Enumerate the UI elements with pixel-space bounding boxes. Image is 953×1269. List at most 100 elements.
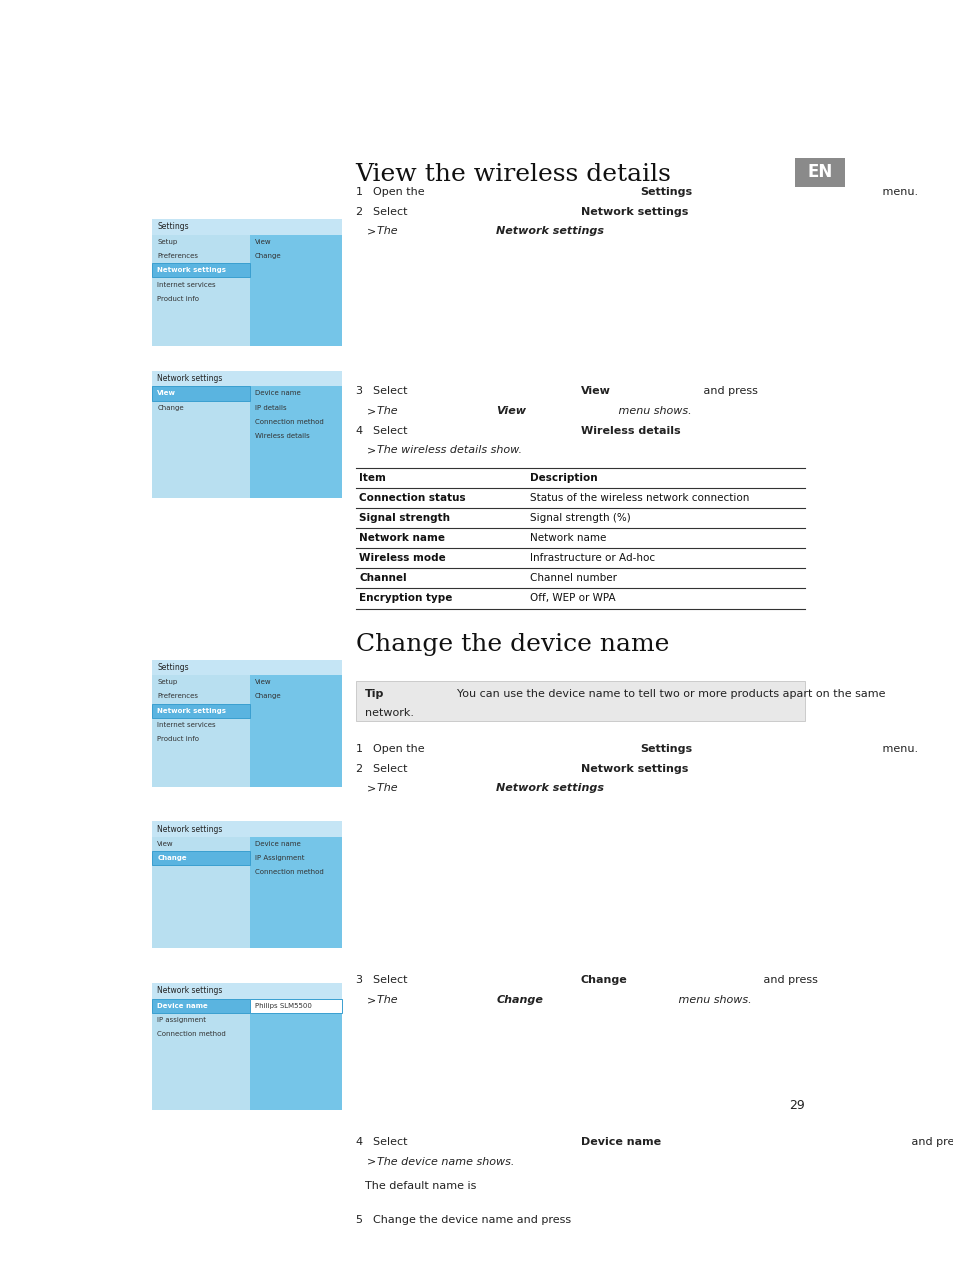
Text: 1: 1 bbox=[355, 187, 362, 197]
Text: Philips SLM5500: Philips SLM5500 bbox=[254, 1003, 312, 1009]
Text: Signal strength: Signal strength bbox=[359, 514, 450, 523]
Text: Description: Description bbox=[530, 473, 597, 483]
Text: 2: 2 bbox=[355, 207, 362, 217]
Text: Open the: Open the bbox=[373, 187, 427, 197]
Bar bbox=[250, 675, 341, 787]
Text: Product info: Product info bbox=[157, 736, 199, 742]
Text: Change: Change bbox=[496, 995, 542, 1005]
Text: EN: EN bbox=[807, 164, 832, 181]
Text: network.: network. bbox=[365, 708, 414, 718]
Text: IP assignment: IP assignment bbox=[157, 1016, 206, 1023]
Text: Change the device name: Change the device name bbox=[355, 633, 668, 656]
Bar bbox=[152, 220, 341, 346]
Text: menu shows.: menu shows. bbox=[615, 406, 691, 416]
Bar bbox=[152, 660, 341, 675]
Text: 3: 3 bbox=[355, 976, 362, 986]
Text: Open the: Open the bbox=[373, 744, 427, 754]
Text: The: The bbox=[377, 995, 401, 1005]
Text: Network settings: Network settings bbox=[157, 825, 222, 834]
Text: Tip: Tip bbox=[365, 689, 384, 699]
Text: Connection status: Connection status bbox=[359, 494, 466, 504]
Text: The: The bbox=[377, 783, 401, 793]
Text: and press: and press bbox=[907, 1137, 953, 1147]
Text: Setup: Setup bbox=[157, 239, 177, 245]
Bar bbox=[152, 263, 250, 278]
Bar bbox=[152, 821, 341, 948]
Bar bbox=[355, 681, 804, 721]
Text: 4: 4 bbox=[355, 1137, 362, 1147]
Text: You can use the device name to tell two or more products apart on the same: You can use the device name to tell two … bbox=[456, 689, 885, 699]
Text: IP Assignment: IP Assignment bbox=[254, 855, 304, 862]
Text: Network name: Network name bbox=[359, 533, 445, 543]
Text: Change: Change bbox=[157, 855, 187, 862]
Text: menu.: menu. bbox=[878, 744, 917, 754]
Text: Preferences: Preferences bbox=[157, 693, 198, 699]
Text: Internet services: Internet services bbox=[157, 282, 215, 288]
Text: View: View bbox=[254, 679, 272, 685]
Text: View the wireless details: View the wireless details bbox=[355, 162, 671, 187]
Text: Setup: Setup bbox=[157, 679, 177, 685]
Bar bbox=[152, 851, 250, 865]
Bar bbox=[152, 220, 341, 235]
Text: >: > bbox=[367, 1157, 376, 1166]
Bar bbox=[152, 983, 341, 1110]
Text: The: The bbox=[377, 406, 401, 416]
Text: Connection method: Connection method bbox=[254, 419, 323, 425]
Text: Encryption type: Encryption type bbox=[359, 594, 453, 604]
Text: Signal strength (%): Signal strength (%) bbox=[530, 514, 630, 523]
Text: The device name shows.: The device name shows. bbox=[377, 1157, 515, 1166]
Text: The wireless details show.: The wireless details show. bbox=[377, 445, 522, 456]
Bar bbox=[152, 386, 250, 401]
Bar bbox=[250, 999, 341, 1110]
Text: View: View bbox=[254, 239, 272, 245]
Bar bbox=[152, 821, 341, 836]
Text: Network name: Network name bbox=[530, 533, 606, 543]
Text: Settings: Settings bbox=[639, 187, 692, 197]
Text: Change: Change bbox=[157, 405, 184, 411]
Text: Change: Change bbox=[254, 253, 281, 259]
Text: View: View bbox=[496, 406, 526, 416]
Text: 5: 5 bbox=[355, 1216, 362, 1226]
Text: >: > bbox=[367, 783, 376, 793]
Text: Change: Change bbox=[580, 976, 627, 986]
Text: View: View bbox=[580, 386, 610, 396]
Text: Network settings: Network settings bbox=[580, 207, 688, 217]
Text: Device name: Device name bbox=[254, 391, 300, 396]
Text: Settings: Settings bbox=[157, 662, 189, 671]
Text: Network settings: Network settings bbox=[157, 986, 222, 995]
Text: Channel: Channel bbox=[359, 574, 407, 584]
Text: menu shows.: menu shows. bbox=[674, 995, 751, 1005]
Text: 2: 2 bbox=[355, 764, 362, 774]
Text: >: > bbox=[367, 406, 376, 416]
Bar bbox=[250, 386, 341, 497]
Bar bbox=[152, 999, 250, 1013]
Text: The: The bbox=[377, 226, 401, 236]
Text: Select: Select bbox=[373, 207, 410, 217]
Text: 29: 29 bbox=[788, 1099, 804, 1113]
Text: Device name: Device name bbox=[254, 841, 300, 846]
Text: Network settings: Network settings bbox=[496, 226, 604, 236]
Text: Select: Select bbox=[373, 1137, 410, 1147]
Text: Wireless mode: Wireless mode bbox=[359, 553, 446, 563]
Bar bbox=[152, 983, 341, 999]
Bar bbox=[152, 660, 341, 787]
Text: View: View bbox=[157, 391, 176, 396]
Text: Change the device name and press: Change the device name and press bbox=[373, 1216, 574, 1226]
Text: Preferences: Preferences bbox=[157, 253, 198, 259]
Text: Settings: Settings bbox=[157, 222, 189, 231]
Text: Change: Change bbox=[254, 693, 281, 699]
Text: Select: Select bbox=[373, 386, 410, 396]
Text: and press: and press bbox=[759, 976, 821, 986]
Text: >: > bbox=[367, 995, 376, 1005]
Text: Off, WEP or WPA: Off, WEP or WPA bbox=[530, 594, 615, 604]
Text: Status of the wireless network connection: Status of the wireless network connectio… bbox=[530, 494, 749, 504]
Text: Device name: Device name bbox=[580, 1137, 660, 1147]
Bar bbox=[794, 157, 844, 187]
Text: Product info: Product info bbox=[157, 296, 199, 302]
Bar bbox=[152, 371, 341, 497]
Text: 4: 4 bbox=[355, 425, 362, 435]
Bar bbox=[250, 836, 341, 948]
Text: Wireless details: Wireless details bbox=[580, 425, 679, 435]
Text: Select: Select bbox=[373, 764, 410, 774]
Text: >: > bbox=[367, 226, 376, 236]
